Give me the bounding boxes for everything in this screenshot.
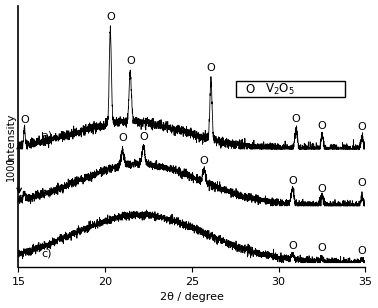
Text: a): a): [41, 131, 52, 141]
Text: O: O: [318, 184, 327, 194]
Text: O: O: [118, 133, 127, 143]
Text: b): b): [41, 187, 52, 197]
Text: O: O: [106, 12, 115, 22]
Text: O: O: [288, 176, 297, 186]
X-axis label: 2θ / degree: 2θ / degree: [160, 292, 224, 302]
FancyBboxPatch shape: [236, 81, 345, 98]
Text: O: O: [358, 246, 366, 256]
Text: O: O: [207, 63, 215, 73]
Text: O: O: [20, 115, 29, 125]
Y-axis label: Intensity: Intensity: [6, 112, 15, 161]
Text: O: O: [288, 241, 297, 251]
Text: O: O: [318, 121, 327, 131]
Text: O: O: [358, 122, 366, 132]
Text: O: O: [292, 114, 301, 124]
Text: O: O: [126, 56, 135, 66]
Text: 1000: 1000: [6, 156, 16, 181]
Text: V$_2$O$_5$: V$_2$O$_5$: [265, 82, 294, 97]
Text: O: O: [318, 243, 327, 253]
Text: O: O: [139, 132, 148, 143]
Text: O: O: [358, 178, 366, 188]
Text: O: O: [246, 83, 255, 96]
Text: O: O: [200, 156, 208, 166]
Text: c): c): [41, 249, 51, 259]
